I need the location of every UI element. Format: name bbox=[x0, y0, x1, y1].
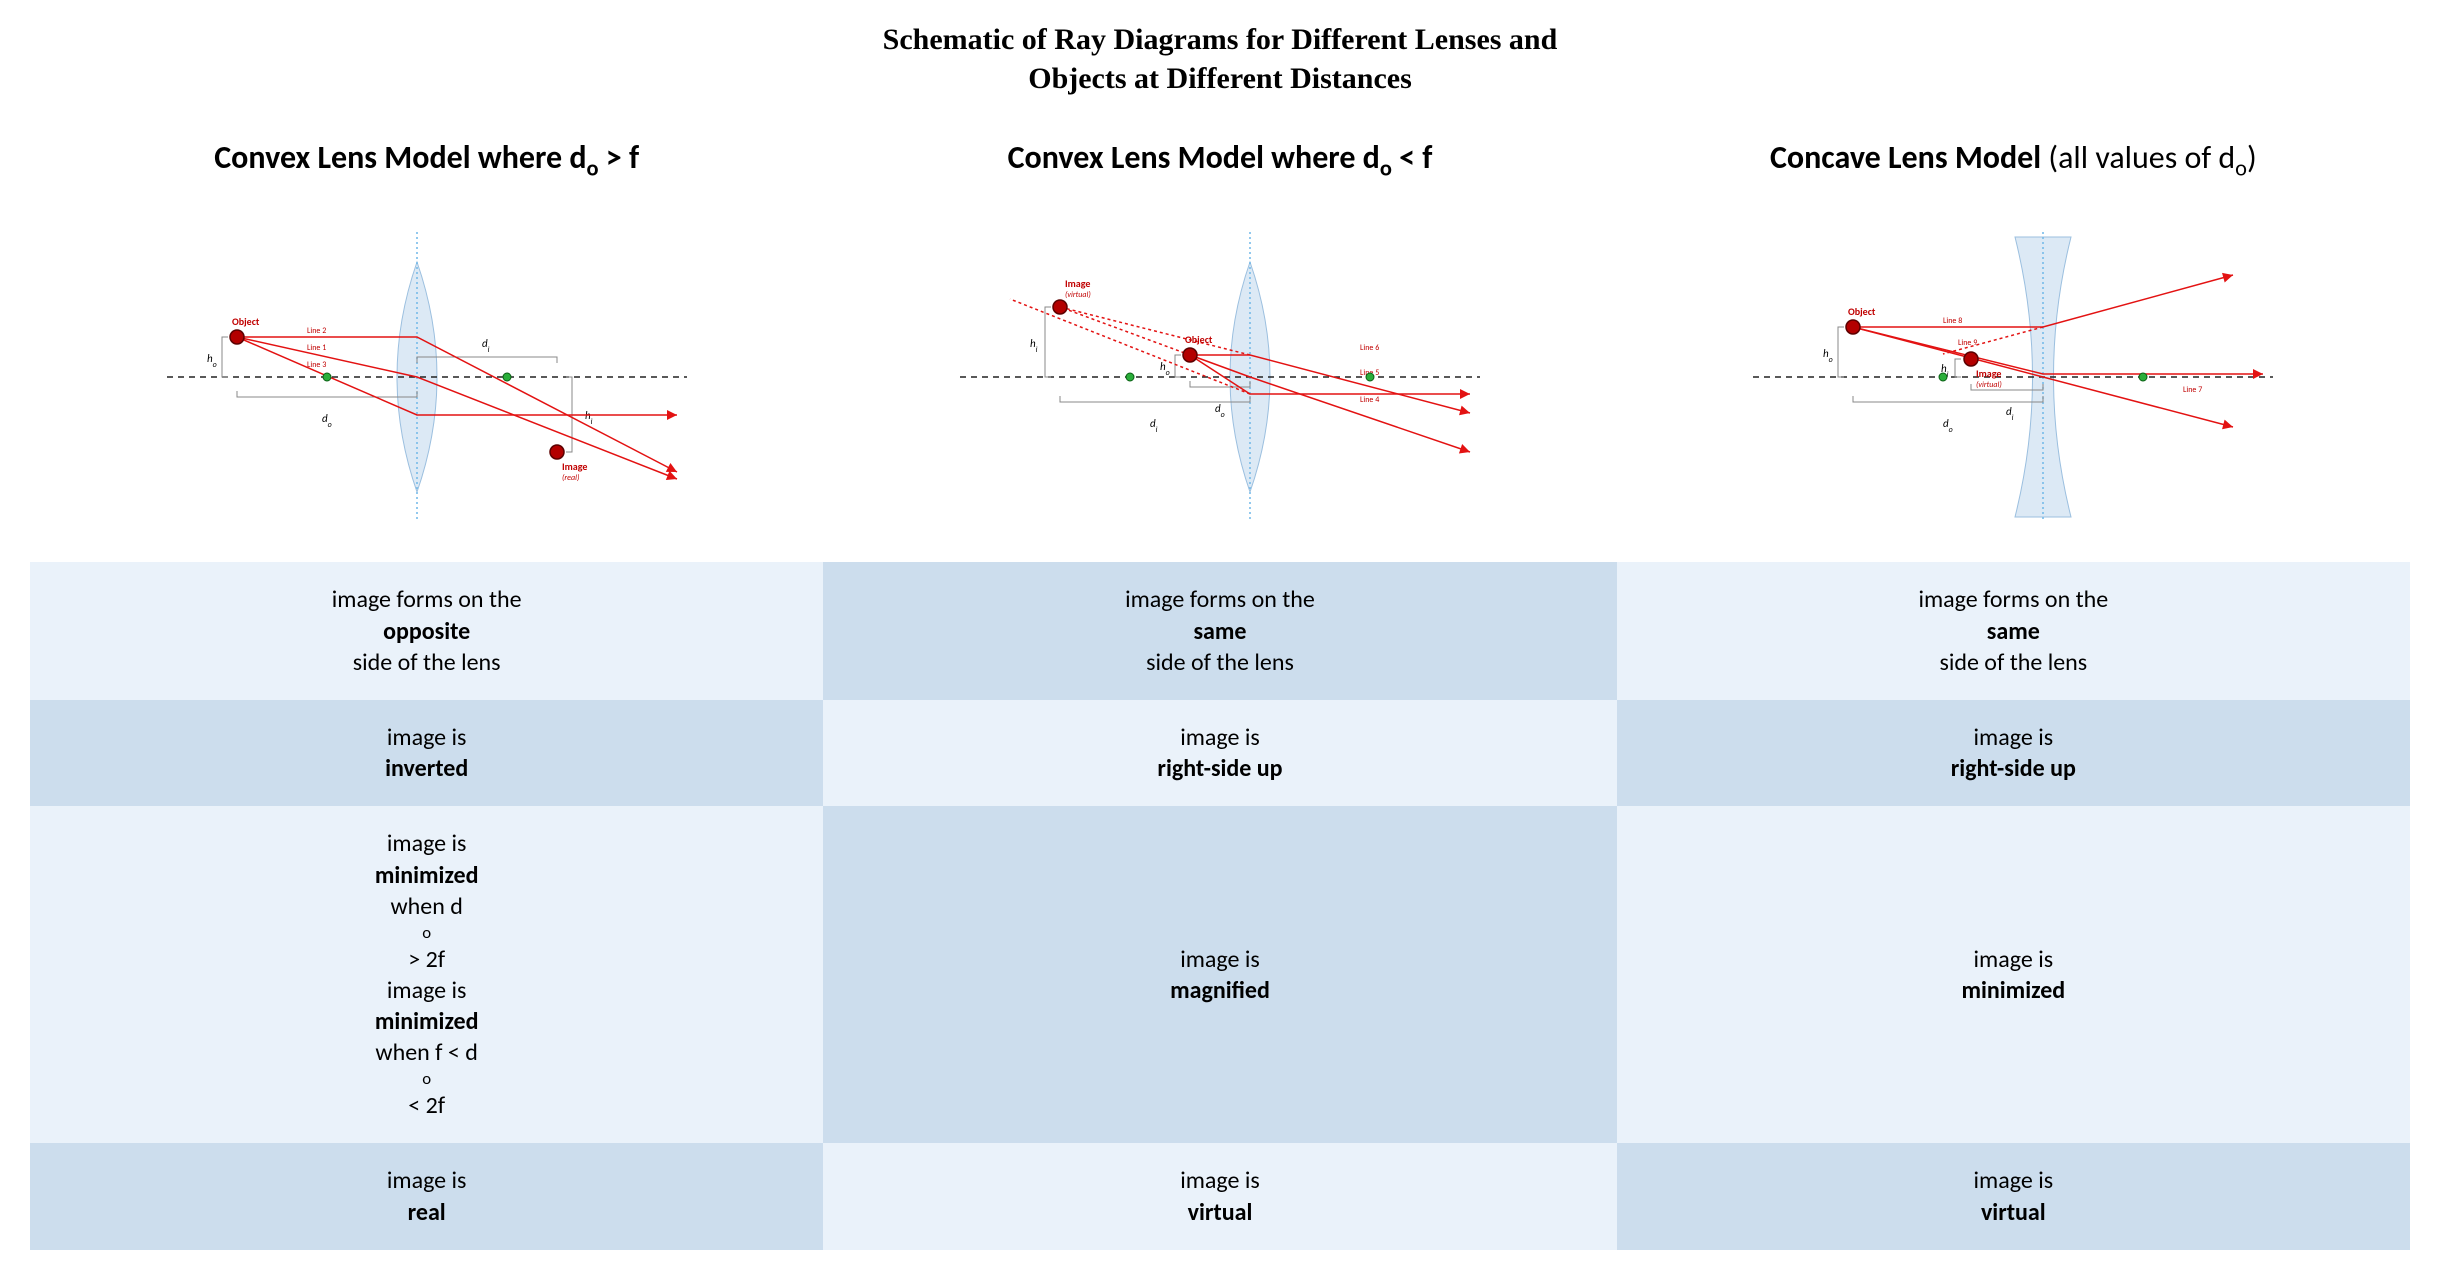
svg-text:ho: ho bbox=[1160, 360, 1170, 378]
table-cell: image is virtual bbox=[1617, 1143, 2410, 1249]
svg-text:Line 1: Line 1 bbox=[307, 343, 326, 353]
svg-text:di: di bbox=[1150, 417, 1158, 435]
table-row: image is realimage is virtualimage is vi… bbox=[30, 1143, 2410, 1249]
svg-text:Image: Image bbox=[1976, 367, 2001, 380]
svg-text:ho: ho bbox=[1823, 347, 1833, 365]
svg-text:Line 9: Line 9 bbox=[1958, 338, 1977, 348]
svg-text:Line 8: Line 8 bbox=[1943, 316, 1962, 326]
table-row: image is minimized when do > 2fimage is … bbox=[30, 806, 2410, 1143]
svg-text:Object: Object bbox=[1848, 305, 1876, 318]
svg-text:Object: Object bbox=[232, 315, 260, 328]
svg-text:di: di bbox=[482, 337, 490, 355]
column-1: Convex Lens Model where do < f hi di do … bbox=[823, 138, 1616, 552]
table-cell: image is right-side up bbox=[823, 700, 1616, 806]
table-cell: image is minimized when do > 2fimage is … bbox=[30, 806, 823, 1143]
svg-text:do: do bbox=[1215, 402, 1225, 420]
svg-text:Image: Image bbox=[1065, 277, 1090, 290]
svg-text:Line 7: Line 7 bbox=[2183, 385, 2202, 395]
svg-text:(virtual): (virtual) bbox=[1065, 290, 1091, 300]
table-cell: image forms on the same side of the lens bbox=[823, 562, 1616, 700]
title-line-2: Objects at Different Distances bbox=[1028, 62, 1412, 95]
table-row: image forms on the opposite side of the … bbox=[30, 562, 2410, 700]
column-heading: Convex Lens Model where do > f bbox=[214, 138, 639, 182]
column-heading: Concave Lens Model (all values of do) bbox=[1770, 138, 2257, 182]
title-line-1: Schematic of Ray Diagrams for Different … bbox=[883, 23, 1558, 56]
svg-text:(virtual): (virtual) bbox=[1976, 380, 2002, 390]
table-cell: image is virtual bbox=[823, 1143, 1616, 1249]
ray-diagram-svg: ho do di hiLine 2Line 1Line 3ObjectImage… bbox=[157, 227, 697, 527]
ray-diagram-svg: hi di do hoLine 6Line 5Line 4ObjectImage… bbox=[950, 227, 1490, 527]
svg-text:Line 4: Line 4 bbox=[1360, 395, 1379, 405]
diagram-columns: Convex Lens Model where do > f ho do di … bbox=[30, 138, 2410, 552]
column-heading: Convex Lens Model where do < f bbox=[1008, 138, 1433, 182]
diagram-wrap: ho do di hiLine 8Line 9Line 7ObjectImage… bbox=[1617, 202, 2410, 552]
svg-text:(real): (real) bbox=[562, 473, 579, 483]
table-cell: image forms on the opposite side of the … bbox=[30, 562, 823, 700]
diagram-wrap: hi di do hoLine 6Line 5Line 4ObjectImage… bbox=[823, 202, 1616, 552]
column-0: Convex Lens Model where do > f ho do di … bbox=[30, 138, 823, 552]
table-cell: image is real bbox=[30, 1143, 823, 1249]
svg-text:Object: Object bbox=[1185, 333, 1213, 346]
table-cell: image forms on the same side of the lens bbox=[1617, 562, 2410, 700]
table-row: image is invertedimage is right-side upi… bbox=[30, 700, 2410, 806]
svg-text:Image: Image bbox=[562, 460, 587, 473]
svg-text:Line 3: Line 3 bbox=[307, 360, 326, 370]
page-title: Schematic of Ray Diagrams for Different … bbox=[30, 20, 2410, 98]
column-2: Concave Lens Model (all values of do) ho… bbox=[1617, 138, 2410, 552]
comparison-table: image forms on the opposite side of the … bbox=[30, 562, 2410, 1249]
svg-text:do: do bbox=[1943, 417, 1953, 435]
svg-text:Line 6: Line 6 bbox=[1360, 343, 1379, 353]
svg-text:do: do bbox=[322, 412, 332, 430]
table-cell: image is minimized bbox=[1617, 806, 2410, 1143]
ray-diagram-svg: ho do di hiLine 8Line 9Line 7ObjectImage… bbox=[1743, 227, 2283, 527]
table-cell: image is magnified bbox=[823, 806, 1616, 1143]
svg-text:ho: ho bbox=[207, 352, 217, 370]
table-cell: image is inverted bbox=[30, 700, 823, 806]
svg-text:di: di bbox=[2006, 405, 2014, 423]
diagram-wrap: ho do di hiLine 2Line 1Line 3ObjectImage… bbox=[30, 202, 823, 552]
svg-text:Line 2: Line 2 bbox=[307, 326, 326, 336]
svg-text:hi: hi bbox=[1030, 337, 1038, 355]
table-cell: image is right-side up bbox=[1617, 700, 2410, 806]
